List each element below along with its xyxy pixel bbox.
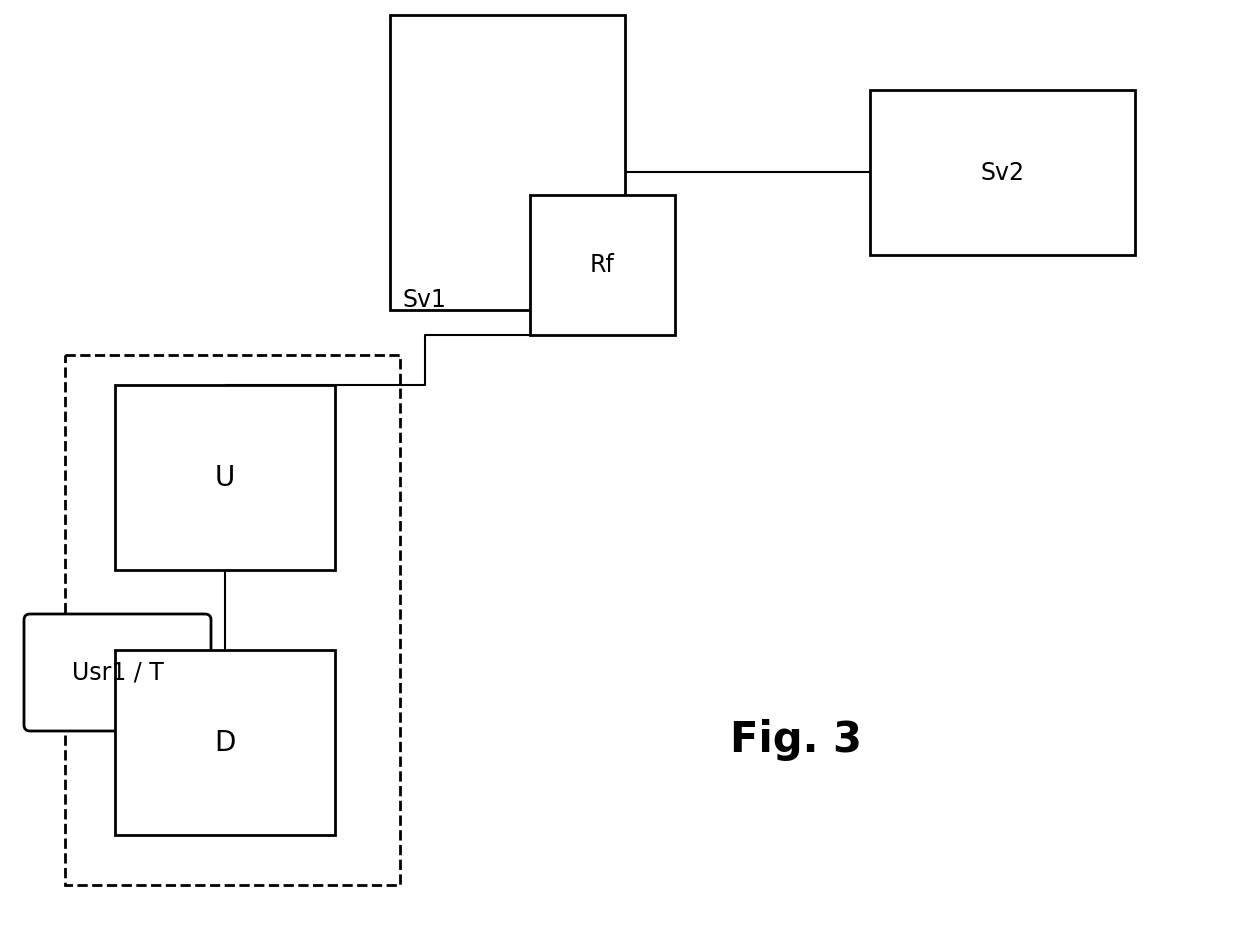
Bar	[115, 650, 335, 835]
Text: Usr1 / T: Usr1 / T	[72, 660, 164, 685]
Text: Sv1: Sv1	[402, 288, 446, 312]
Bar	[870, 90, 1135, 255]
Text: U: U	[215, 464, 236, 492]
Bar	[529, 195, 675, 335]
FancyBboxPatch shape	[24, 614, 211, 731]
Text: Rf: Rf	[590, 253, 615, 277]
Bar	[115, 385, 335, 570]
Text: D: D	[215, 728, 236, 757]
Text: Sv2: Sv2	[981, 161, 1024, 184]
Bar	[391, 15, 625, 310]
Text: Fig. 3: Fig. 3	[730, 719, 862, 761]
Bar	[64, 355, 401, 885]
